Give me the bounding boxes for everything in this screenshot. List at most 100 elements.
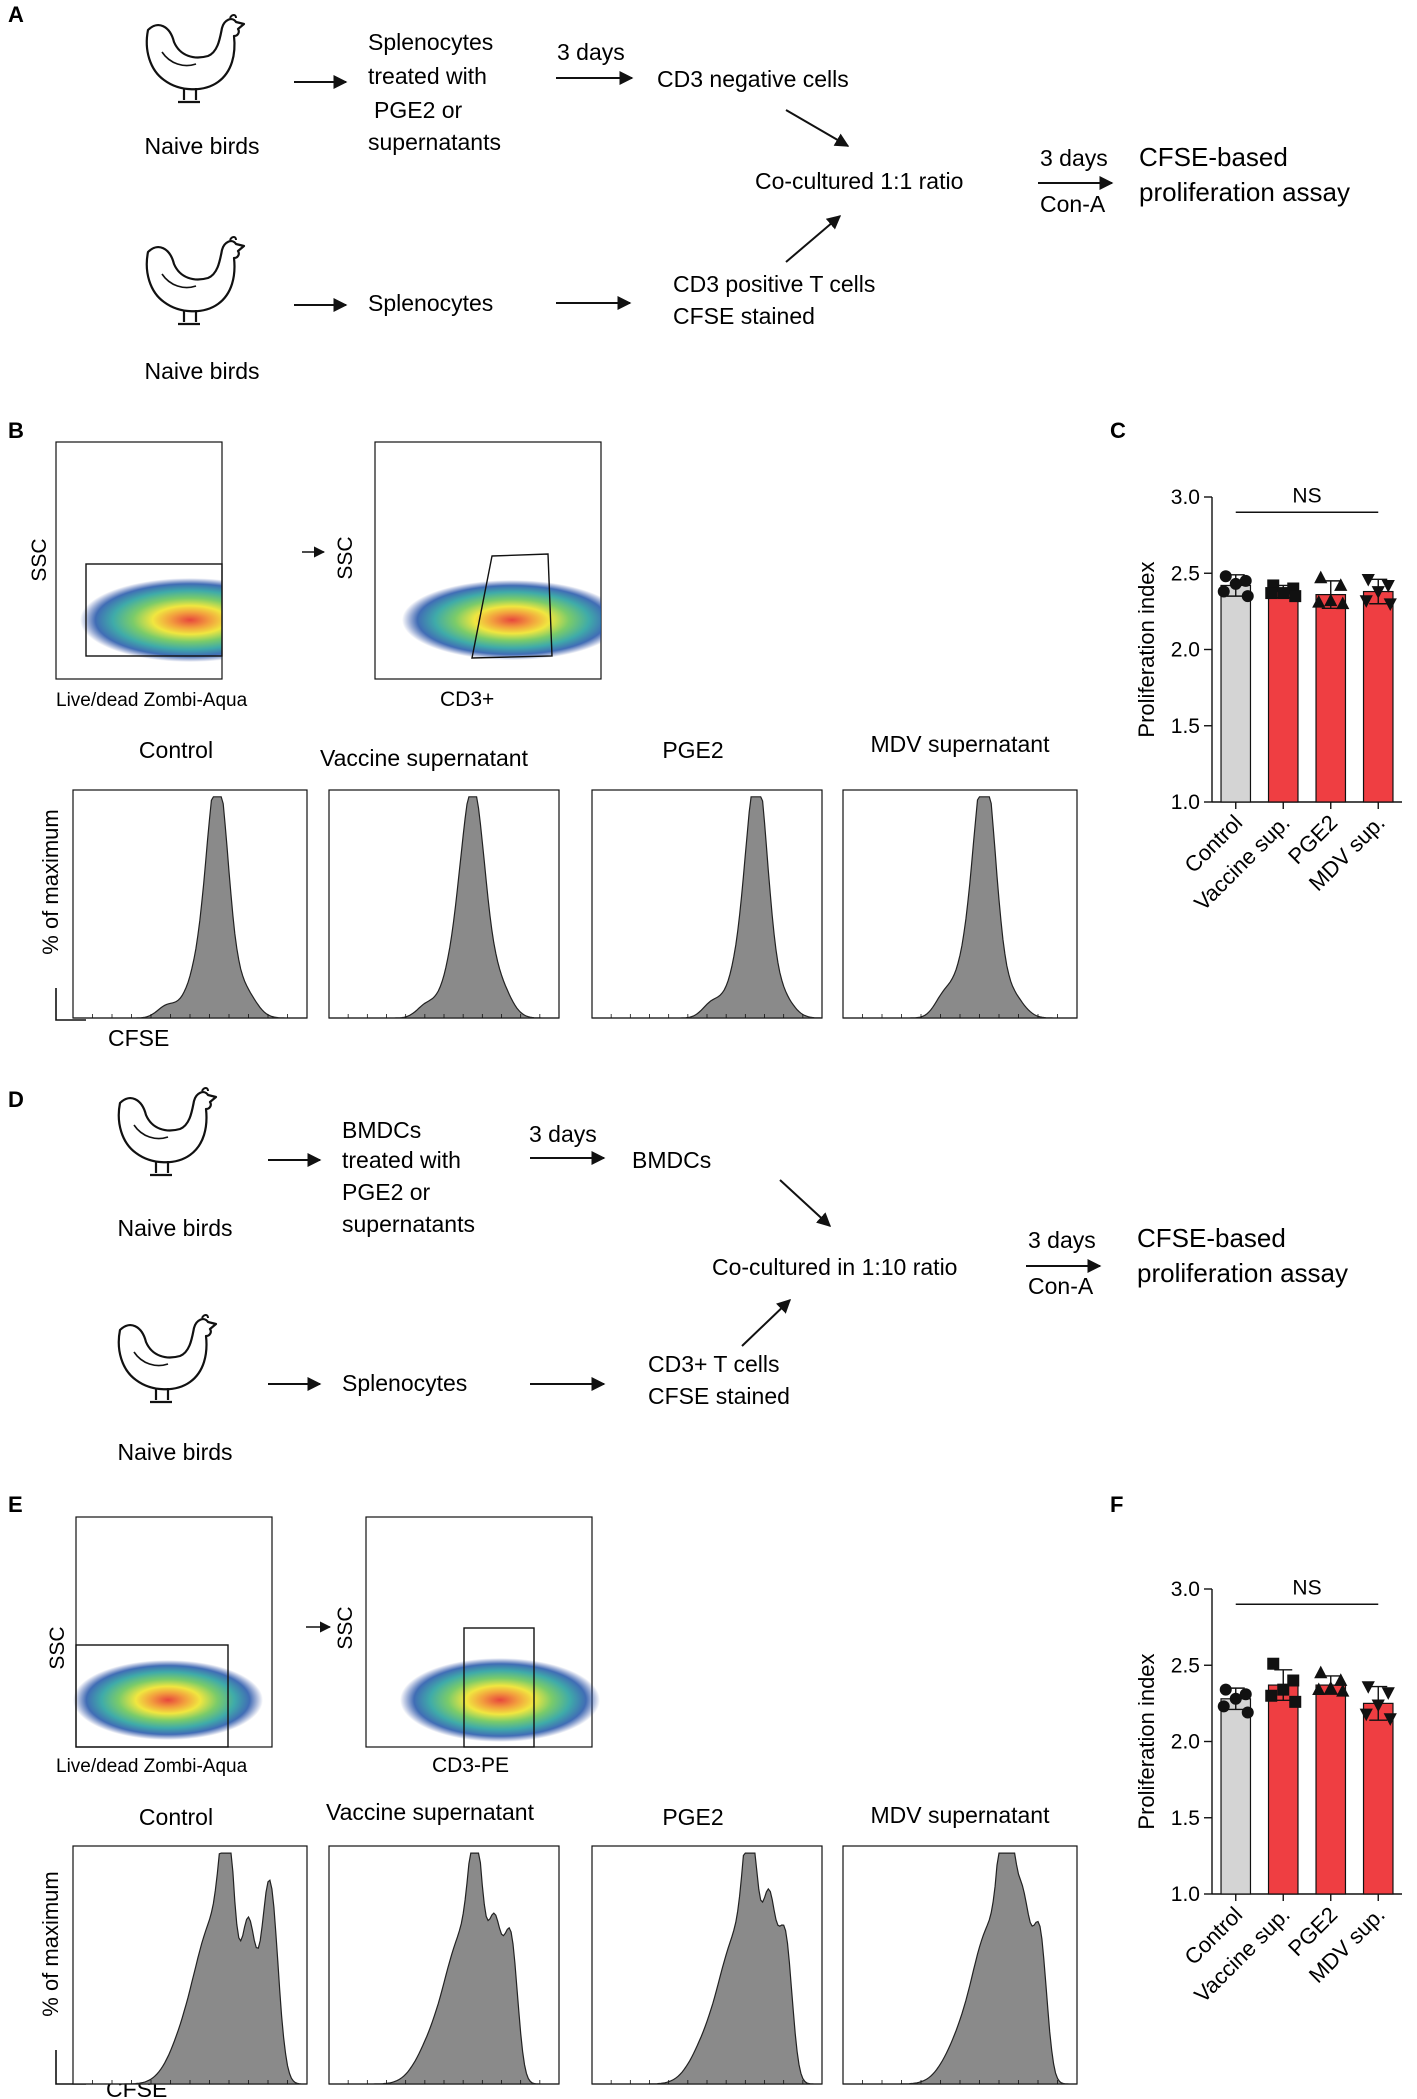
histogram-b-2-frame xyxy=(591,789,823,1019)
bar-Vaccine sup. xyxy=(1267,590,1299,803)
xlabel-cd3: CD3+ xyxy=(440,688,494,711)
step1-line1: Splenocytes xyxy=(368,29,493,55)
assay-line2: proliferation assay xyxy=(1137,1258,1348,1288)
step1-line2: treated with xyxy=(342,1147,461,1173)
data-point xyxy=(1239,1688,1252,1701)
arrow xyxy=(785,215,842,263)
step1-line4: supernatants xyxy=(342,1211,475,1237)
panel-label-f: F xyxy=(1110,1492,1123,1517)
ssc-label: SSC xyxy=(28,538,51,581)
xlabel-cd3pe: CD3-PE xyxy=(432,1754,509,1777)
cd3pos-line2: CFSE stained xyxy=(673,303,815,329)
data-point xyxy=(1239,574,1252,587)
density-cloud xyxy=(400,1658,600,1742)
data-point xyxy=(1324,1680,1338,1694)
data-point xyxy=(1361,573,1375,587)
data-point xyxy=(1383,598,1397,611)
ylabel-max: % of maximum xyxy=(38,809,63,954)
naive-birds-label: Naive birds xyxy=(117,1215,232,1241)
arrow xyxy=(779,1179,832,1227)
data-point xyxy=(1359,595,1373,608)
data-point xyxy=(1312,1682,1326,1696)
y-tick-label: 1.0 xyxy=(1171,1883,1200,1906)
data-point xyxy=(1289,1695,1302,1708)
y-tick-label: 1.0 xyxy=(1171,791,1200,814)
cd3pos-line1: CD3 positive T cells xyxy=(673,271,875,297)
data-point xyxy=(1381,1687,1395,1700)
hist-title: Control xyxy=(139,1804,213,1830)
density-cloud xyxy=(80,578,222,662)
assay-line1: CFSE-based xyxy=(1137,1223,1286,1253)
data-point xyxy=(1229,577,1242,590)
data-point xyxy=(1336,596,1350,610)
splenocytes-label: Splenocytes xyxy=(368,290,493,316)
bar-PGE2 xyxy=(1315,1684,1347,1895)
step1-line3: PGE2 or xyxy=(374,97,463,123)
data-point xyxy=(1287,1674,1300,1687)
data-point xyxy=(1217,585,1230,598)
naive-birds-label-2: Naive birds xyxy=(144,358,259,384)
bar-Control xyxy=(1220,1698,1252,1895)
hist-title: Control xyxy=(139,737,213,763)
data-point xyxy=(1229,1692,1242,1705)
chicken-icon xyxy=(117,1313,218,1404)
data-point xyxy=(1219,1683,1232,1696)
arrow xyxy=(785,109,850,147)
chicken-icon xyxy=(117,1086,218,1177)
ylabel-max: % of maximum xyxy=(38,1871,63,2016)
histograms xyxy=(72,789,1078,2085)
data-point xyxy=(1277,1683,1290,1696)
data-point xyxy=(1241,1706,1254,1719)
y-axis-label: Proliferation index xyxy=(1134,561,1159,737)
data-point xyxy=(1267,1657,1280,1670)
three-days-label: 3 days xyxy=(529,1121,597,1147)
bar-Vaccine sup. xyxy=(1267,1684,1299,1895)
hist-title: Vaccine supernatant xyxy=(326,1799,535,1825)
step1-line3: PGE2 or xyxy=(342,1179,431,1205)
hist-title: MDV supernatant xyxy=(871,1802,1051,1828)
axis-corner xyxy=(55,988,86,1021)
hist-title: PGE2 xyxy=(662,1804,723,1830)
coculture-label: Co-cultured 1:1 ratio xyxy=(755,168,963,194)
three-days-label-2: 3 days xyxy=(1040,145,1108,171)
data-point xyxy=(1334,578,1348,591)
data-point xyxy=(1312,595,1326,608)
significance-label: NS xyxy=(1292,484,1321,507)
y-tick-label: 2.0 xyxy=(1171,1731,1200,1754)
hist-title: PGE2 xyxy=(662,737,723,763)
data-point xyxy=(1265,587,1278,600)
panel-d-schematic: Naive birds BMDCs treated with PGE2 or s… xyxy=(117,1086,1348,1465)
panel-e-flow: SSC Live/dead Zombi-Aqua SSC CD3-PE Cont… xyxy=(38,1516,1051,2099)
three-days-label: 3 days xyxy=(557,39,625,65)
y-tick-label: 3.0 xyxy=(1171,1578,1200,1601)
hist-title: MDV supernatant xyxy=(871,731,1051,757)
con-a-label: Con-A xyxy=(1040,191,1106,217)
bmdcs-label: BMDCs xyxy=(632,1147,711,1173)
y-tick-label: 2.0 xyxy=(1171,639,1200,662)
significance-label: NS xyxy=(1292,1576,1321,1599)
panel-a-schematic: Naive birds Splenocytes treated with PGE… xyxy=(144,13,1350,384)
y-tick-label: 1.5 xyxy=(1171,1807,1200,1830)
naive-birds-label: Naive birds xyxy=(144,133,259,159)
xlabel-zombi: Live/dead Zombi-Aqua xyxy=(56,1756,248,1777)
data-point xyxy=(1314,1665,1328,1679)
xlabel-cfse: CFSE xyxy=(108,1025,169,1051)
panel-label-c: C xyxy=(1110,418,1126,443)
panel-label-a: A xyxy=(8,2,24,27)
data-point xyxy=(1383,1713,1397,1726)
data-point xyxy=(1241,590,1254,603)
hist-title: Vaccine supernatant xyxy=(320,745,529,771)
y-axis-label: Proliferation index xyxy=(1134,1653,1159,1829)
density-cloud xyxy=(73,1660,263,1740)
bar-MDV sup. xyxy=(1362,590,1394,803)
arrow xyxy=(741,1299,792,1347)
cd3neg-label: CD3 negative cells xyxy=(657,66,849,92)
ssc-label: SSC xyxy=(46,1626,69,1669)
chicken-icon xyxy=(145,235,246,326)
panel-label-e: E xyxy=(8,1492,23,1517)
coculture-label: Co-cultured in 1:10 ratio xyxy=(712,1254,957,1280)
data-point xyxy=(1371,586,1385,599)
data-point xyxy=(1381,580,1395,593)
